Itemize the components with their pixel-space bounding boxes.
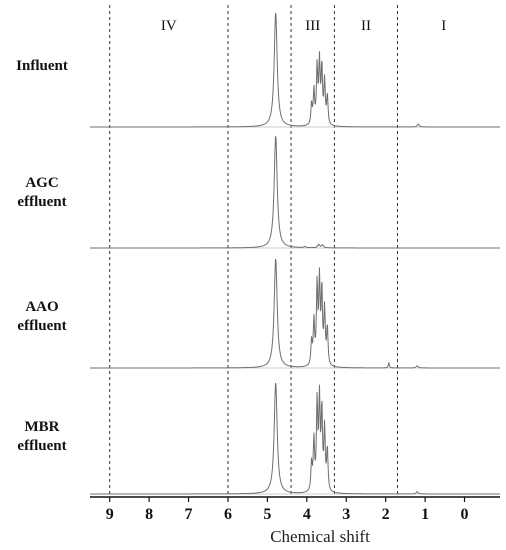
x-tick-label-5: 4 (303, 506, 311, 523)
sample-labels: Influent AGC effluent AAO effluent MBR effluen… (16, 58, 68, 454)
sample-label-3-1: effluent (17, 438, 66, 454)
region-label-0: IV (161, 18, 177, 34)
sample-label-2-0: AAO (25, 299, 58, 315)
x-tick-label-4: 5 (263, 506, 271, 523)
x-tick-label-9: 0 (461, 506, 469, 523)
spectrum-0 (90, 13, 500, 128)
x-tick-label-1: 8 (145, 506, 153, 523)
sample-label-1-0: AGC (25, 175, 58, 191)
x-tick-label-0: 9 (106, 506, 114, 523)
x-axis-title: Chemical shift (270, 527, 370, 546)
region-boundaries (109, 5, 398, 497)
region-label-2: II (361, 18, 371, 34)
x-tick-label-2: 7 (185, 506, 193, 523)
x-tick-label-8: 1 (421, 506, 429, 523)
x-tick-label-7: 2 (382, 506, 390, 523)
spectrum-1 (90, 136, 500, 249)
sample-label-3-0: MBR (25, 419, 60, 435)
sample-label-0-0: Influent (16, 58, 68, 74)
spectrum-2 (90, 258, 500, 369)
x-tick-label-6: 3 (342, 506, 350, 523)
x-tick-label-3: 6 (224, 506, 232, 523)
sample-label-2-1: effluent (17, 318, 66, 334)
spectra-group (90, 13, 500, 495)
region-labels: IV III II I (161, 18, 446, 34)
region-label-1: III (305, 18, 320, 34)
spectrum-3 (90, 382, 500, 495)
x-axis: 9 8 7 6 5 4 3 2 1 0 (90, 496, 500, 523)
region-label-3: I (441, 18, 446, 34)
sample-label-1-1: effluent (17, 194, 66, 210)
